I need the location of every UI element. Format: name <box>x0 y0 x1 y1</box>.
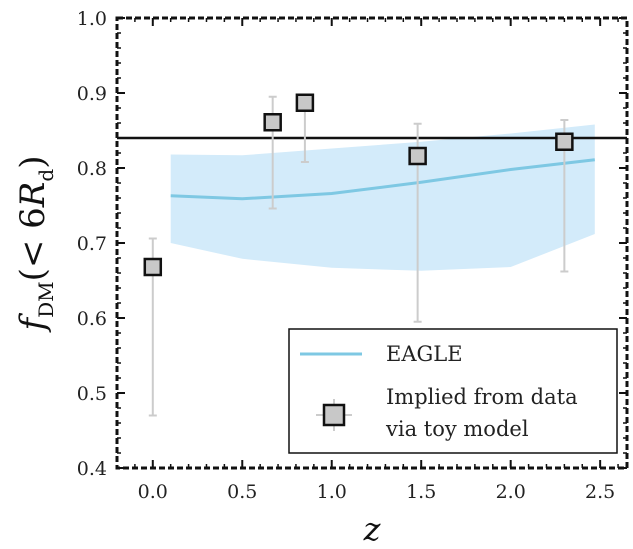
data-point-0 <box>143 257 163 277</box>
y-axis-label-sub: DM <box>34 281 58 318</box>
data-point-4 <box>555 132 574 151</box>
tick-layer <box>117 17 627 469</box>
points-layer <box>143 93 574 277</box>
y-tick-label-0: 0.4 <box>77 458 107 480</box>
legend-data-label-line1: Implied from data <box>386 385 578 409</box>
y-axis-label-arg-var: R <box>13 182 53 209</box>
x-tick-label-0: 0.0 <box>138 481 168 503</box>
x-tick-label-2: 1.0 <box>317 481 347 503</box>
legend-box <box>288 328 618 454</box>
legend-eagle-label: EAGLE <box>386 342 463 366</box>
svg-text:fDM(< 6Rd): fDM(< 6Rd) <box>13 156 58 334</box>
y-axis-label: fDM(< 6Rd) <box>13 156 58 334</box>
legend: EAGLE Implied from data via toy model <box>288 328 618 454</box>
y-axis-label-arg-sub: d <box>34 169 58 182</box>
y-tick-label-6: 1.0 <box>77 8 107 30</box>
data-point-3 <box>408 146 427 166</box>
legend-data-marker <box>322 403 346 427</box>
y-tick-label-4: 0.8 <box>77 158 107 180</box>
y-axis-label-arg-prefix: (< 6 <box>13 207 53 281</box>
eagle-line-layer <box>170 158 595 201</box>
y-tick-label-1: 0.5 <box>77 383 107 405</box>
y-tick-labels: 0.4 0.5 0.6 0.7 0.8 0.9 1.0 <box>77 8 107 480</box>
eagle-band <box>170 124 595 271</box>
y-tick-label-3: 0.7 <box>77 233 107 255</box>
x-tick-label-3: 1.5 <box>406 481 436 503</box>
x-tick-label-5: 2.5 <box>585 481 615 503</box>
data-point-2 <box>295 93 315 112</box>
x-tick-label-4: 2.0 <box>496 481 526 503</box>
x-axis-label: z <box>363 510 382 548</box>
data-point-1 <box>263 113 282 132</box>
y-axis-label-arg-suffix: ) <box>13 156 53 169</box>
y-tick-label-2: 0.6 <box>77 308 107 330</box>
y-tick-label-5: 0.9 <box>77 83 107 105</box>
x-tick-label-1: 0.5 <box>227 481 257 503</box>
legend-data-label-line2: via toy model <box>385 417 529 441</box>
eagle-median-line <box>170 158 595 201</box>
eagle-band-layer <box>170 124 595 271</box>
x-tick-labels: 0.0 0.5 1.0 1.5 2.0 2.5 <box>138 481 616 503</box>
